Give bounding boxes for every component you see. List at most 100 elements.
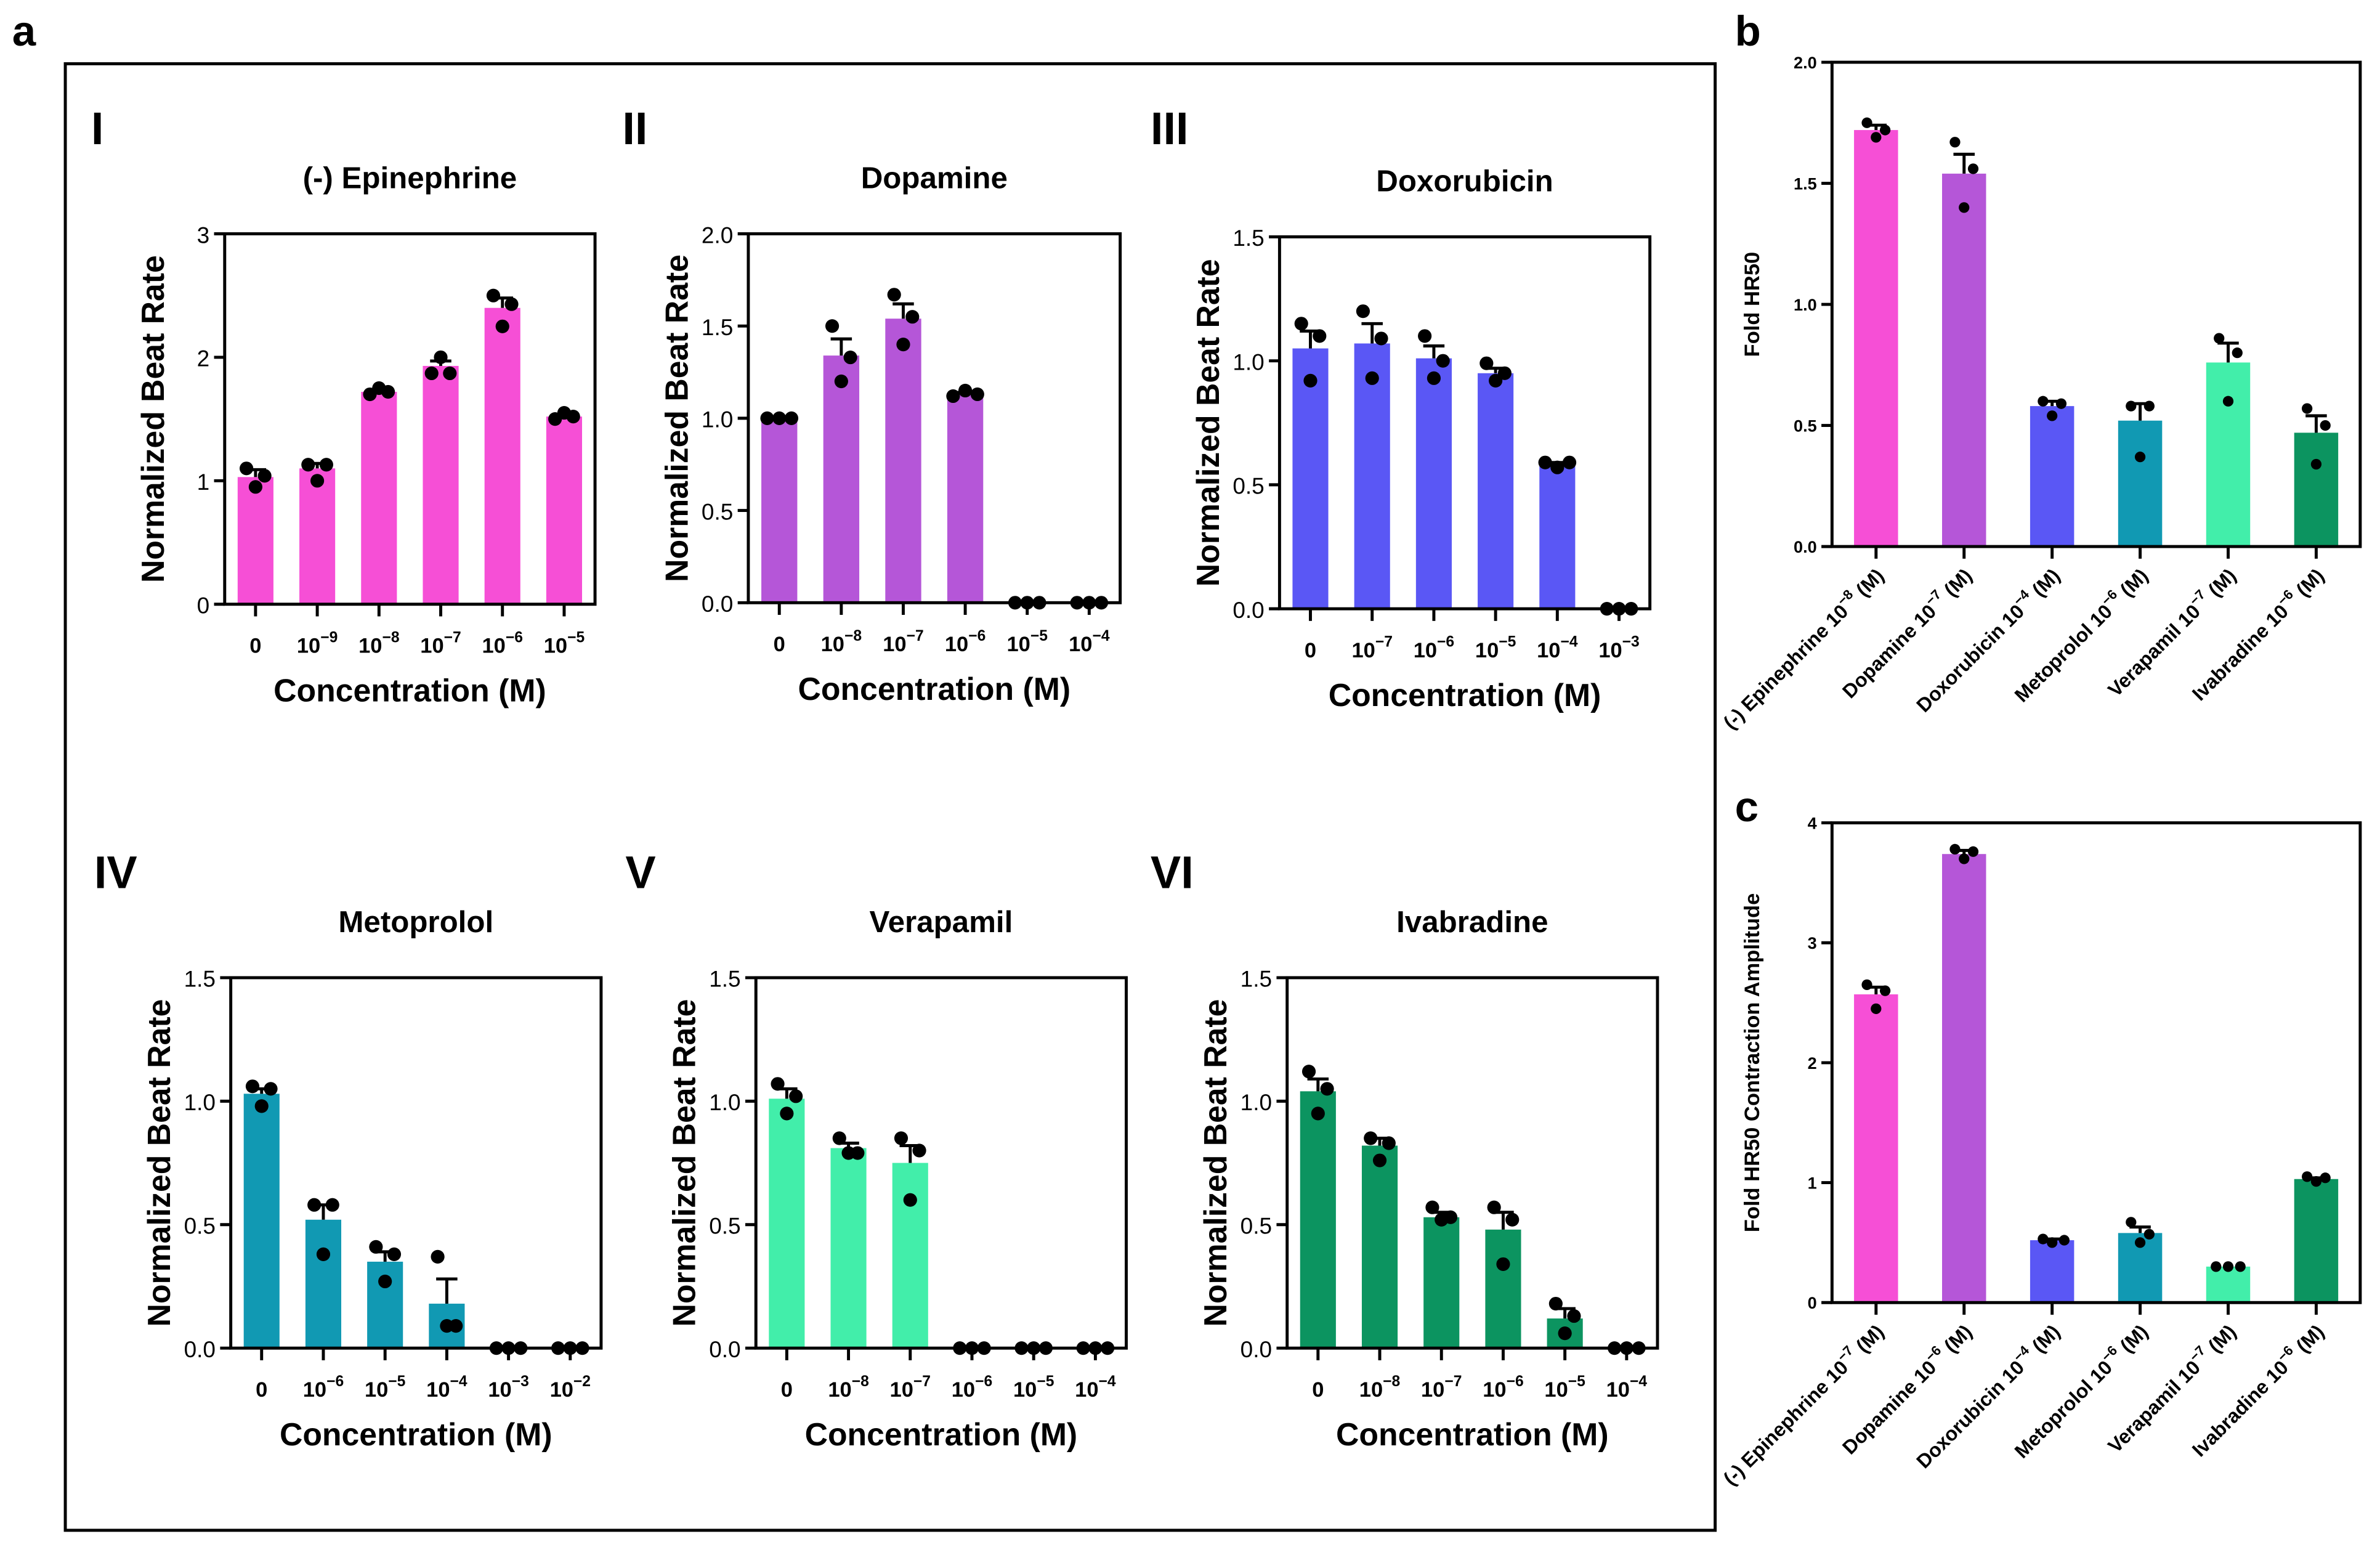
- data-point: [760, 411, 774, 425]
- data-point: [310, 474, 325, 488]
- data-point: [264, 1082, 278, 1096]
- y-tick-label: 1.5: [184, 967, 216, 992]
- x-tick-label-base: 10: [420, 635, 443, 658]
- y-tick-label: 1.5: [1241, 967, 1272, 992]
- plot-frame: [747, 232, 1122, 604]
- data-point: [2038, 396, 2049, 407]
- data-point: [1562, 455, 1577, 469]
- data-point: [1303, 373, 1318, 388]
- y-tick-label: 1: [197, 469, 210, 495]
- plot-frame: [1830, 821, 2362, 1304]
- data-point: [307, 1198, 322, 1212]
- bar: [1423, 1217, 1460, 1349]
- x-tick-label: 10−7: [890, 1373, 931, 1402]
- data-point: [1427, 371, 1441, 385]
- x-tick-label: 10−4: [426, 1373, 467, 1402]
- data-point: [381, 384, 395, 399]
- y-axis-label: Fold HR50: [1741, 252, 1764, 357]
- panel-numeral: IV: [94, 847, 137, 898]
- x-tick-label: 10−7: [1351, 634, 1392, 662]
- y-tick-label: 0.0: [702, 591, 733, 617]
- data-point: [1436, 354, 1450, 368]
- x-tick-label: 10−3: [488, 1373, 528, 1402]
- data-point: [434, 350, 448, 364]
- bar: [1361, 1145, 1398, 1349]
- x-axis-label: Concentration (M): [1329, 677, 1601, 713]
- data-point: [1496, 1257, 1510, 1271]
- data-point: [495, 319, 509, 333]
- data-point: [254, 1099, 269, 1113]
- y-tick-label: 3: [1808, 933, 1817, 952]
- x-tick-label: 0: [774, 633, 785, 656]
- bar: [1415, 358, 1452, 609]
- bar: [1292, 348, 1329, 609]
- chart-title: Metoprolol: [338, 905, 493, 939]
- data-point: [1418, 329, 1432, 343]
- x-tick-label: 10−6: [945, 628, 986, 656]
- x-tick-label-exponent: −8: [382, 629, 399, 646]
- x-tick-label: 10−6: [1483, 1373, 1523, 1402]
- data-point: [843, 350, 857, 365]
- chart-title: (-) Epinephrine: [303, 161, 517, 195]
- x-tick-label: (-) Epinephrine 10−8 (M): [1717, 562, 1888, 734]
- y-tick-label: 0.0: [709, 1337, 740, 1362]
- data-point: [424, 366, 439, 381]
- x-tick-label-exponent: −8: [1383, 1373, 1400, 1390]
- x-tick-label-base: 10: [1414, 639, 1437, 662]
- data-point: [2211, 1261, 2222, 1272]
- x-tick-label-exponent: −4: [450, 1373, 467, 1390]
- data-point: [504, 297, 519, 311]
- x-tick-label: 0: [1305, 639, 1316, 662]
- data-point: [1505, 1212, 1520, 1227]
- data-point: [2126, 400, 2137, 412]
- x-tick-label: 0: [249, 635, 261, 658]
- x-tick-label-base: 10: [1544, 1378, 1568, 1402]
- x-tick-label: 0: [256, 1378, 267, 1402]
- x-tick-label-base: 10: [1598, 639, 1622, 662]
- data-point: [431, 1249, 445, 1264]
- x-tick-label: 10−5: [365, 1373, 406, 1402]
- data-point: [325, 1198, 339, 1212]
- x-tick-label-exponent: −4: [1092, 628, 1109, 644]
- y-tick-label: 1.0: [1241, 1090, 1272, 1115]
- x-tick-label-exponent: −4: [1099, 1373, 1116, 1390]
- x-tick-label-base: 10: [1537, 639, 1560, 662]
- x-tick-label: 10−5: [1475, 634, 1516, 662]
- y-tick-label: 1.0: [1232, 349, 1264, 375]
- data-point: [772, 411, 787, 425]
- x-tick-label-exponent: −5: [388, 1373, 405, 1390]
- y-tick-label: 1.0: [702, 407, 733, 432]
- data-point: [894, 1131, 909, 1145]
- y-axis-label: Normalized Beat Rate: [658, 254, 694, 582]
- data-point: [2126, 1217, 2137, 1228]
- chart-b: 0.0 0.5 1.0 1.5 2.0 (-) Epinephrine 10−8 (M)D…: [1717, 53, 2362, 734]
- x-tick-label-base: 10: [303, 1378, 326, 1402]
- panel-numeral: I: [91, 103, 104, 154]
- x-axis-label: Concentration (M): [805, 1416, 1078, 1452]
- data-point: [1425, 1200, 1439, 1214]
- y-tick-label: 2.0: [702, 222, 733, 248]
- panel-numeral: V: [625, 847, 655, 898]
- x-tick-label-exponent: −9: [320, 629, 338, 646]
- y-tick-label: 0.5: [709, 1214, 740, 1239]
- x-tick-label-base: 0: [1305, 639, 1316, 662]
- bar: [1300, 1091, 1336, 1349]
- bar: [546, 416, 582, 604]
- x-axis-label: Concentration (M): [280, 1416, 552, 1452]
- bar: [2206, 1266, 2251, 1303]
- bar: [423, 365, 459, 604]
- bar: [1539, 465, 1576, 609]
- x-tick-label: 10−5: [1013, 1373, 1054, 1402]
- data-point: [2134, 1237, 2146, 1248]
- bar: [243, 1094, 280, 1349]
- data-point: [1382, 1136, 1396, 1150]
- bar: [892, 1163, 928, 1349]
- data-point: [2320, 420, 2331, 431]
- data-point: [257, 469, 272, 483]
- x-tick-label-base: 10: [426, 1378, 450, 1402]
- x-tick-label-exponent: −5: [1499, 634, 1516, 651]
- x-tick-label-exponent: −7: [907, 628, 924, 644]
- bar: [1942, 173, 1986, 547]
